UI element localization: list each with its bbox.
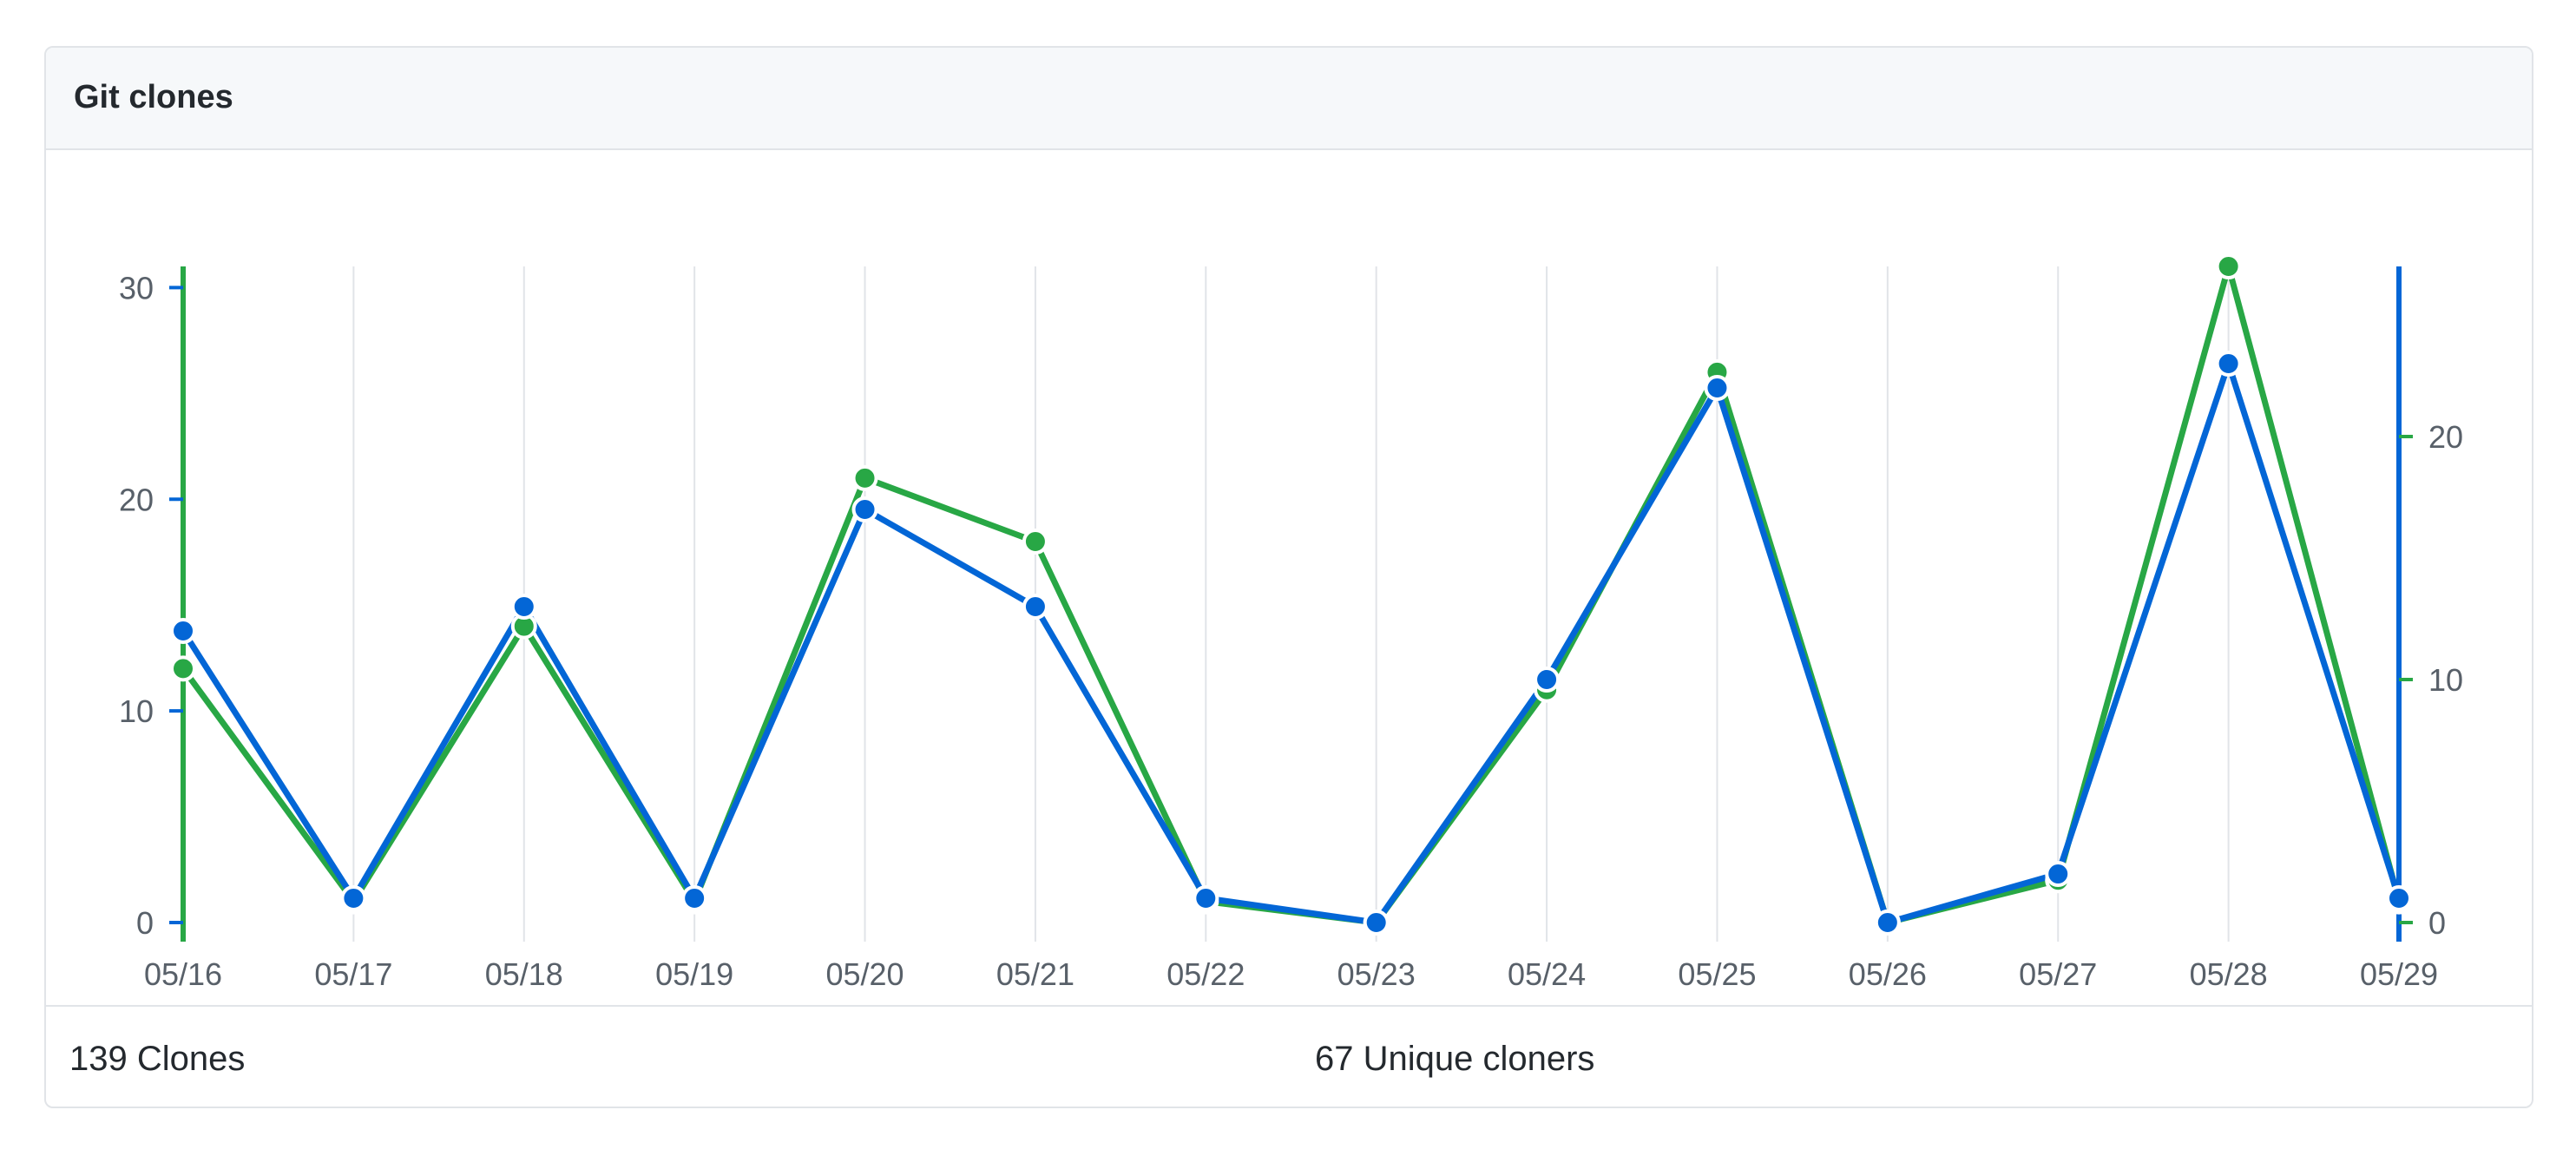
right-y-tick-label: 0 — [2428, 905, 2446, 941]
x-tick-label: 05/26 — [1849, 956, 1927, 992]
x-tick-label: 05/22 — [1166, 956, 1245, 992]
x-tick-label: 05/28 — [2190, 956, 2268, 992]
unique-cloners-count: 67 Unique cloners — [1315, 1040, 1595, 1078]
x-tick-label: 05/25 — [1678, 956, 1756, 992]
panel-title: Git clones — [74, 79, 233, 115]
unique-cloners-series-point[interactable] — [340, 885, 367, 911]
panel-footer: 139 Clones 67 Unique cloners — [46, 1005, 2532, 1107]
x-tick-label: 05/29 — [2360, 956, 2438, 992]
unique-cloners-series-point[interactable] — [2215, 351, 2242, 377]
clones-series-point[interactable] — [170, 655, 196, 682]
clones-series-point[interactable] — [851, 464, 878, 491]
x-tick-label: 05/19 — [655, 956, 733, 992]
series-lines — [180, 263, 2402, 926]
unique-cloners-series-point[interactable] — [681, 885, 708, 911]
unique-cloners-series-line — [180, 360, 2402, 926]
right-y-tick-label: 20 — [2428, 419, 2463, 455]
unique-cloners-series-point[interactable] — [1193, 885, 1219, 911]
x-tick-labels: 05/16 05/17 05/18 05/19 05/20 05/21 05/22 05/23… — [144, 956, 2438, 992]
x-tick-label: 05/16 — [144, 956, 222, 992]
clones-series-point[interactable] — [1022, 529, 1048, 555]
unique-cloners-series-point[interactable] — [170, 618, 196, 644]
unique-cloners-series-point[interactable] — [2045, 861, 2072, 887]
clones-series-point[interactable] — [2215, 253, 2242, 279]
grid-lines — [352, 266, 2230, 942]
unique-cloners-series-point[interactable] — [1534, 667, 1561, 693]
clones-chart: 0 10 20 30 0 10 20 05/16 05/17 05/18 05/19 05/20 05… — [46, 150, 2532, 1048]
clones-count: 139 Clones — [69, 1040, 246, 1078]
unique-cloners-series-point[interactable] — [2386, 885, 2412, 911]
left-y-tick-label: 0 — [136, 905, 154, 941]
axes: 0 10 20 30 0 10 20 — [119, 266, 2463, 942]
right-y-tick-label: 10 — [2428, 662, 2463, 698]
left-y-tick-label: 10 — [119, 693, 154, 729]
clones-series-line — [180, 263, 2402, 926]
git-clones-panel: Git clones 0 10 20 30 0 10 20 05/16 05/17 05/18 0… — [44, 46, 2533, 1108]
unique-cloners-series-point[interactable] — [1704, 375, 1731, 401]
unique-cloners-series-point[interactable] — [510, 594, 537, 620]
unique-cloners-series-point[interactable] — [851, 496, 878, 522]
data-points — [170, 253, 2412, 936]
unique-cloners-series-point[interactable] — [1874, 910, 1901, 936]
x-tick-label: 05/17 — [314, 956, 392, 992]
unique-cloners-series-point[interactable] — [1363, 910, 1390, 936]
x-tick-label: 05/18 — [485, 956, 563, 992]
x-tick-label: 05/20 — [825, 956, 904, 992]
unique-cloners-series-point[interactable] — [1022, 594, 1048, 620]
x-tick-label: 05/27 — [2019, 956, 2097, 992]
x-tick-label: 05/21 — [996, 956, 1074, 992]
left-y-tick-label: 20 — [119, 482, 154, 517]
x-tick-label: 05/24 — [1508, 956, 1586, 992]
x-tick-label: 05/23 — [1337, 956, 1416, 992]
left-y-tick-label: 30 — [119, 270, 154, 305]
panel-header: Git clones — [46, 48, 2532, 150]
